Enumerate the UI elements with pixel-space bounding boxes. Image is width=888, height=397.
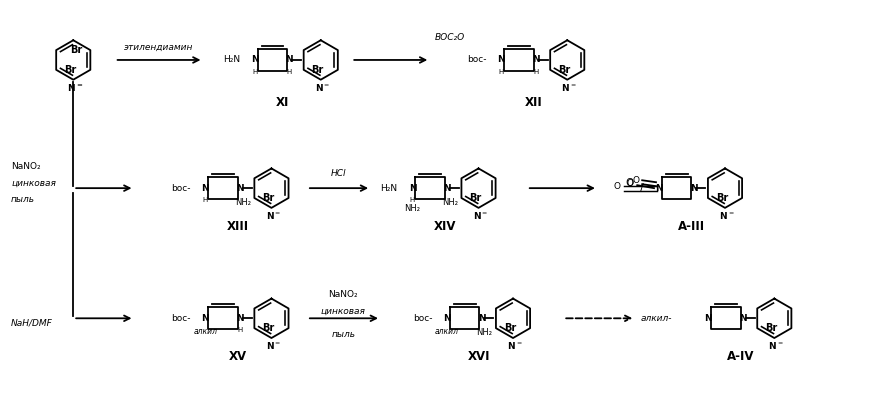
Text: N: N xyxy=(478,314,485,323)
Text: HCl: HCl xyxy=(330,169,346,178)
Text: H: H xyxy=(287,69,292,75)
Text: NH₂: NH₂ xyxy=(404,204,420,213)
Text: N: N xyxy=(202,314,210,323)
Text: Br: Br xyxy=(716,193,728,203)
Text: O: O xyxy=(625,178,633,188)
Text: NH₂: NH₂ xyxy=(234,198,250,207)
Text: N: N xyxy=(443,184,451,193)
Text: алкил-: алкил- xyxy=(640,314,671,323)
Text: NaNO₂: NaNO₂ xyxy=(329,289,358,299)
Text: A-III: A-III xyxy=(678,220,705,233)
Text: A-IV: A-IV xyxy=(727,350,755,363)
Text: N: N xyxy=(285,56,293,64)
Text: N: N xyxy=(768,342,776,351)
Text: =: = xyxy=(516,341,521,347)
Text: H: H xyxy=(410,197,415,203)
Text: N: N xyxy=(266,212,274,221)
Text: Br: Br xyxy=(765,323,777,333)
Text: цинковая: цинковая xyxy=(321,306,366,315)
Text: boc-: boc- xyxy=(171,314,191,323)
Text: =: = xyxy=(324,83,329,88)
Text: H₂N: H₂N xyxy=(223,56,240,64)
Text: N: N xyxy=(251,56,258,64)
Text: =: = xyxy=(570,83,575,88)
Text: O: O xyxy=(627,179,634,188)
Text: этилендиамин: этилендиамин xyxy=(124,43,194,52)
Text: NH₂: NH₂ xyxy=(442,198,458,207)
Text: Br: Br xyxy=(558,65,570,75)
Text: N: N xyxy=(202,184,210,193)
Text: XVI: XVI xyxy=(468,350,491,363)
Text: NaNO₂: NaNO₂ xyxy=(12,162,41,171)
Text: boc-: boc- xyxy=(413,314,432,323)
Text: XIII: XIII xyxy=(226,220,249,233)
Text: Br: Br xyxy=(70,45,83,55)
Text: N: N xyxy=(507,342,515,351)
Text: H₂N: H₂N xyxy=(381,184,398,193)
Text: N: N xyxy=(408,184,416,193)
Text: Br: Br xyxy=(64,65,76,75)
Text: H: H xyxy=(533,69,538,75)
Text: =: = xyxy=(76,83,82,89)
Text: =: = xyxy=(274,211,280,216)
Text: N: N xyxy=(532,56,540,64)
Text: H: H xyxy=(237,327,242,333)
Text: N: N xyxy=(443,314,451,323)
Text: /: / xyxy=(640,183,644,193)
Text: пыль: пыль xyxy=(12,195,36,204)
Text: H: H xyxy=(252,69,258,75)
Text: N: N xyxy=(266,342,274,351)
Text: O: O xyxy=(614,182,621,191)
Text: boc-: boc- xyxy=(467,56,487,64)
Text: =: = xyxy=(274,341,280,347)
Text: N: N xyxy=(719,212,727,221)
Text: пыль: пыль xyxy=(331,330,355,339)
Text: Br: Br xyxy=(262,193,274,203)
Text: =: = xyxy=(481,211,487,216)
Text: N: N xyxy=(472,212,480,221)
Text: цинковая: цинковая xyxy=(12,179,56,188)
Text: N: N xyxy=(67,84,75,93)
Text: Br: Br xyxy=(470,193,481,203)
Text: =: = xyxy=(728,211,733,216)
Text: N: N xyxy=(704,314,712,323)
Text: Br: Br xyxy=(503,323,516,333)
Text: XIV: XIV xyxy=(433,220,456,233)
Text: =: = xyxy=(777,341,782,347)
Text: BOC₂O: BOC₂O xyxy=(435,33,465,42)
Text: N: N xyxy=(236,184,243,193)
Text: NaH/DMF: NaH/DMF xyxy=(12,319,53,328)
Text: NH₂: NH₂ xyxy=(477,328,493,337)
Text: N: N xyxy=(315,84,322,93)
Text: N: N xyxy=(739,314,747,323)
Text: N: N xyxy=(655,184,662,193)
Text: XI: XI xyxy=(275,96,289,110)
Text: N: N xyxy=(690,184,697,193)
Text: O: O xyxy=(633,176,639,185)
Text: H: H xyxy=(202,197,208,203)
Text: алкил: алкил xyxy=(435,327,459,336)
Text: алкил: алкил xyxy=(194,327,218,336)
Text: H: H xyxy=(498,69,503,75)
Text: Br: Br xyxy=(262,323,274,333)
Text: N: N xyxy=(561,84,569,93)
Text: XV: XV xyxy=(229,350,247,363)
Text: boc-: boc- xyxy=(171,184,191,193)
Text: N: N xyxy=(236,314,243,323)
Text: N: N xyxy=(497,56,505,64)
Text: XII: XII xyxy=(525,96,543,110)
Text: Br: Br xyxy=(312,65,324,75)
